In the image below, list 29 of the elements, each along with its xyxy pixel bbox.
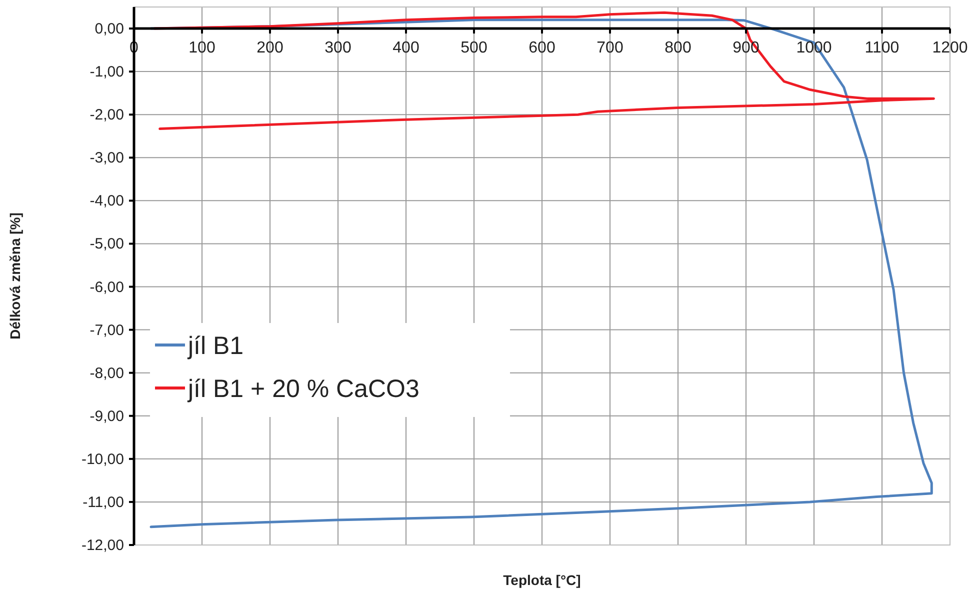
y-tick-label: -7,00 xyxy=(90,322,124,339)
y-tick-label: -11,00 xyxy=(82,494,124,511)
y-tick-label: 0,00 xyxy=(94,20,124,38)
legend-label: jíl B1 xyxy=(187,332,244,360)
line-series xyxy=(150,18,933,528)
line-series xyxy=(153,11,935,130)
x-tick-label: 600 xyxy=(528,40,556,57)
y-axis-title: Délková změna [%] xyxy=(7,212,23,340)
y-tick-label: -4,00 xyxy=(90,192,124,210)
x-tick-label: 1100 xyxy=(864,40,900,57)
legend-label: jíl B1 + 20 % CaCO3 xyxy=(187,375,420,403)
y-tick-label: -10,00 xyxy=(81,450,124,468)
y-tick-label: -8,00 xyxy=(90,364,124,382)
x-tick-label: 300 xyxy=(324,40,352,57)
x-tick-label: 500 xyxy=(460,40,488,57)
x-tick-label: 200 xyxy=(256,40,284,57)
y-tick-label: -2,00 xyxy=(90,106,124,124)
x-tick-label: 800 xyxy=(664,40,692,57)
x-tick-label: 1200 xyxy=(932,40,968,57)
y-tick-label: -12,00 xyxy=(81,537,124,554)
x-tick-label: 700 xyxy=(596,40,624,57)
x-tick-label: 400 xyxy=(392,40,420,57)
x-tick-label: 100 xyxy=(188,40,216,57)
y-tick-label: -9,00 xyxy=(90,408,124,425)
x-axis-title: Teplota [°C] xyxy=(503,572,581,588)
y-tick-label: -6,00 xyxy=(90,278,124,296)
y-tick-label: -3,00 xyxy=(90,150,124,167)
y-tick-label: -1,00 xyxy=(90,64,124,81)
y-tick-label: -5,00 xyxy=(90,236,124,253)
